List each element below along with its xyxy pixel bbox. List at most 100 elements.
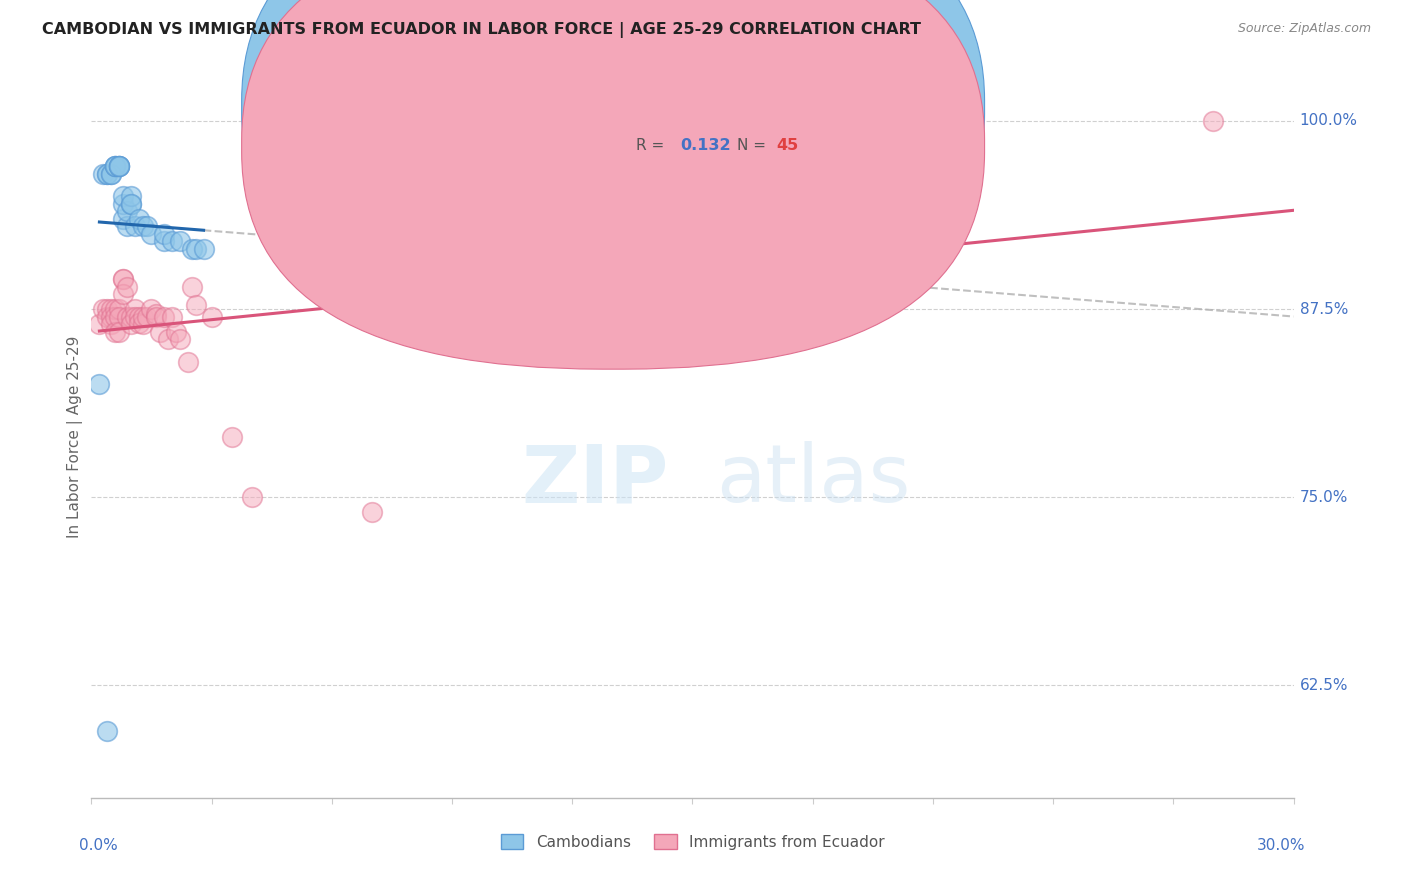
Point [602,310,624,324]
Point [104,159,127,173]
Point [121,189,143,203]
Point [93,302,115,317]
Point [221,430,243,444]
Point [121,196,143,211]
Point [108,325,131,339]
Text: 0.0%: 0.0% [79,838,118,853]
Text: N =: N = [737,138,770,153]
Point [124,219,146,234]
Point [96,302,118,317]
Point [169,332,191,346]
Point [108,302,131,317]
Point [360,505,382,519]
Legend: Cambodians, Immigrants from Ecuador: Cambodians, Immigrants from Ecuador [495,828,890,855]
Point [160,235,183,249]
Point [104,325,127,339]
FancyBboxPatch shape [242,0,984,330]
Point [104,159,127,173]
Point [201,310,224,324]
Point [100,167,122,181]
Text: 0.132: 0.132 [681,138,731,153]
Point [108,159,131,173]
Text: 45: 45 [776,138,799,153]
Point [176,355,198,369]
Text: R =: R = [636,99,673,114]
Point [152,227,174,241]
Text: ZIP: ZIP [522,442,668,519]
Point [100,167,122,181]
Point [117,279,139,293]
Point [184,298,207,312]
Point [184,242,207,256]
Text: 100.0%: 100.0% [1299,113,1358,128]
Point [93,167,115,181]
Point [145,310,167,324]
Point [96,310,118,324]
Point [148,325,170,339]
Point [96,167,118,181]
Text: 30.0%: 30.0% [1257,838,1306,853]
Point [128,310,150,324]
Point [96,723,118,738]
Point [112,287,135,301]
Point [136,219,159,234]
Point [132,317,155,331]
Text: CAMBODIAN VS IMMIGRANTS FROM ECUADOR IN LABOR FORCE | AGE 25-29 CORRELATION CHAR: CAMBODIAN VS IMMIGRANTS FROM ECUADOR IN … [42,22,921,38]
Point [132,310,155,324]
Text: Source: ZipAtlas.com: Source: ZipAtlas.com [1237,22,1371,36]
Point [121,196,143,211]
Point [100,302,122,317]
Text: 87.5%: 87.5% [1299,301,1348,317]
Point [145,307,167,321]
Y-axis label: In Labor Force | Age 25-29: In Labor Force | Age 25-29 [67,336,83,538]
Point [121,317,143,331]
Text: 62.5%: 62.5% [1299,678,1348,693]
Point [156,332,179,346]
Point [104,310,127,324]
Point [100,310,122,324]
Point [121,310,143,324]
Text: 0.236: 0.236 [681,99,731,114]
Point [160,310,183,324]
Point [152,310,174,324]
Point [128,316,150,330]
Point [112,189,135,203]
Point [117,310,139,324]
Point [128,211,150,226]
Point [112,272,135,286]
Point [117,204,139,219]
Text: 75.0%: 75.0% [1299,490,1348,505]
Point [108,159,131,173]
Text: atlas: atlas [717,442,911,519]
Point [89,317,111,331]
Point [132,219,155,234]
Point [104,159,127,173]
Point [141,227,163,241]
Point [104,302,127,317]
Point [108,159,131,173]
Point [1202,114,1225,128]
Point [240,491,263,505]
Text: R =: R = [636,138,673,153]
Point [141,302,163,317]
Point [180,279,202,293]
Point [152,235,174,249]
Point [193,242,215,256]
Point [136,310,159,324]
FancyBboxPatch shape [578,79,866,177]
Point [108,159,131,173]
Point [165,325,187,339]
Text: 34: 34 [776,99,799,114]
Point [180,242,202,256]
Point [108,310,131,324]
Text: N =: N = [737,99,770,114]
Point [124,302,146,317]
FancyBboxPatch shape [242,0,984,369]
Point [112,196,135,211]
Point [89,377,111,392]
Point [112,272,135,286]
Point [169,235,191,249]
Point [112,211,135,226]
Point [117,219,139,234]
Point [124,310,146,324]
